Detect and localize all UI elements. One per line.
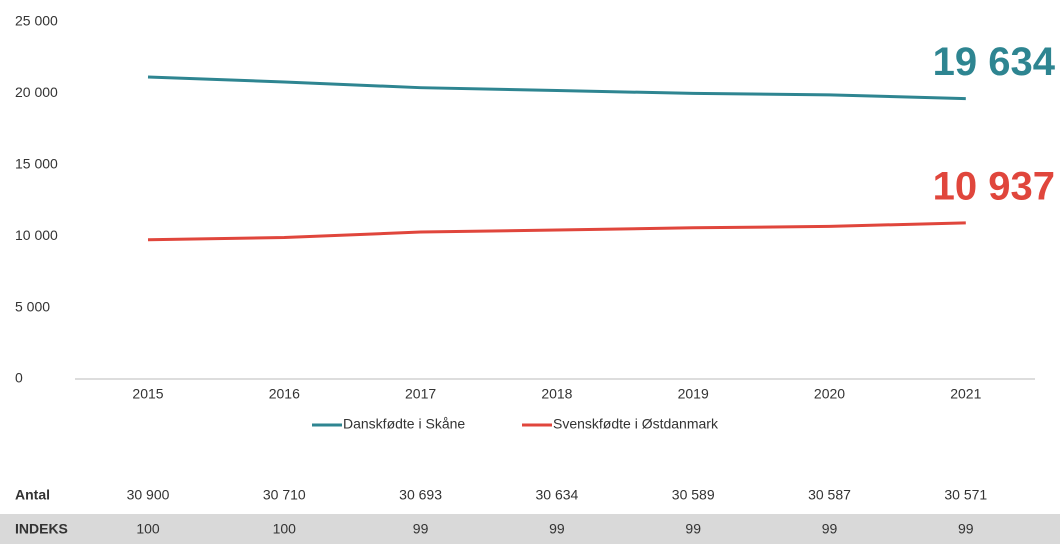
table-cell: 30 587 [808, 487, 851, 503]
series-line [147, 75, 966, 101]
x-tick-label: 2016 [269, 386, 300, 402]
x-tick-label: 2021 [950, 386, 981, 402]
table-cell: 30 589 [672, 487, 715, 503]
table-cell: 30 571 [944, 487, 987, 503]
series-line [147, 221, 966, 242]
y-tick-label: 20 000 [15, 84, 58, 100]
x-tick-label: 2020 [814, 386, 845, 402]
y-tick-label: 10 000 [15, 227, 58, 243]
end-value-label: 19 634 [933, 40, 1056, 84]
x-tick-label: 2017 [405, 386, 436, 402]
row-header: INDEKS [15, 521, 68, 537]
table-cell: 100 [273, 521, 297, 537]
table-row-bg [0, 514, 1060, 544]
x-tick-label: 2015 [132, 386, 163, 402]
y-tick-label: 5 000 [15, 298, 50, 314]
y-tick-label: 25 000 [15, 13, 58, 29]
end-value-label: 10 937 [933, 164, 1055, 208]
row-header: Antal [15, 487, 50, 503]
legend-label: Svenskfødte i Østdanmark [553, 416, 719, 432]
table-cell: 99 [549, 521, 565, 537]
table-cell: 30 710 [263, 487, 306, 503]
table-cell: 99 [958, 521, 974, 537]
y-tick-label: 15 000 [15, 156, 58, 172]
table-cell: 99 [685, 521, 701, 537]
table-cell: 99 [413, 521, 429, 537]
table-cell: 30 634 [535, 487, 578, 503]
table-cell: 30 693 [399, 487, 442, 503]
table-cell: 99 [822, 521, 838, 537]
y-tick-label: 0 [15, 370, 23, 386]
x-tick-label: 2018 [541, 386, 572, 402]
x-tick-label: 2019 [678, 386, 709, 402]
table-cell: 30 900 [127, 487, 170, 503]
table-cell: 100 [136, 521, 160, 537]
legend-label: Danskfødte i Skåne [343, 416, 465, 432]
